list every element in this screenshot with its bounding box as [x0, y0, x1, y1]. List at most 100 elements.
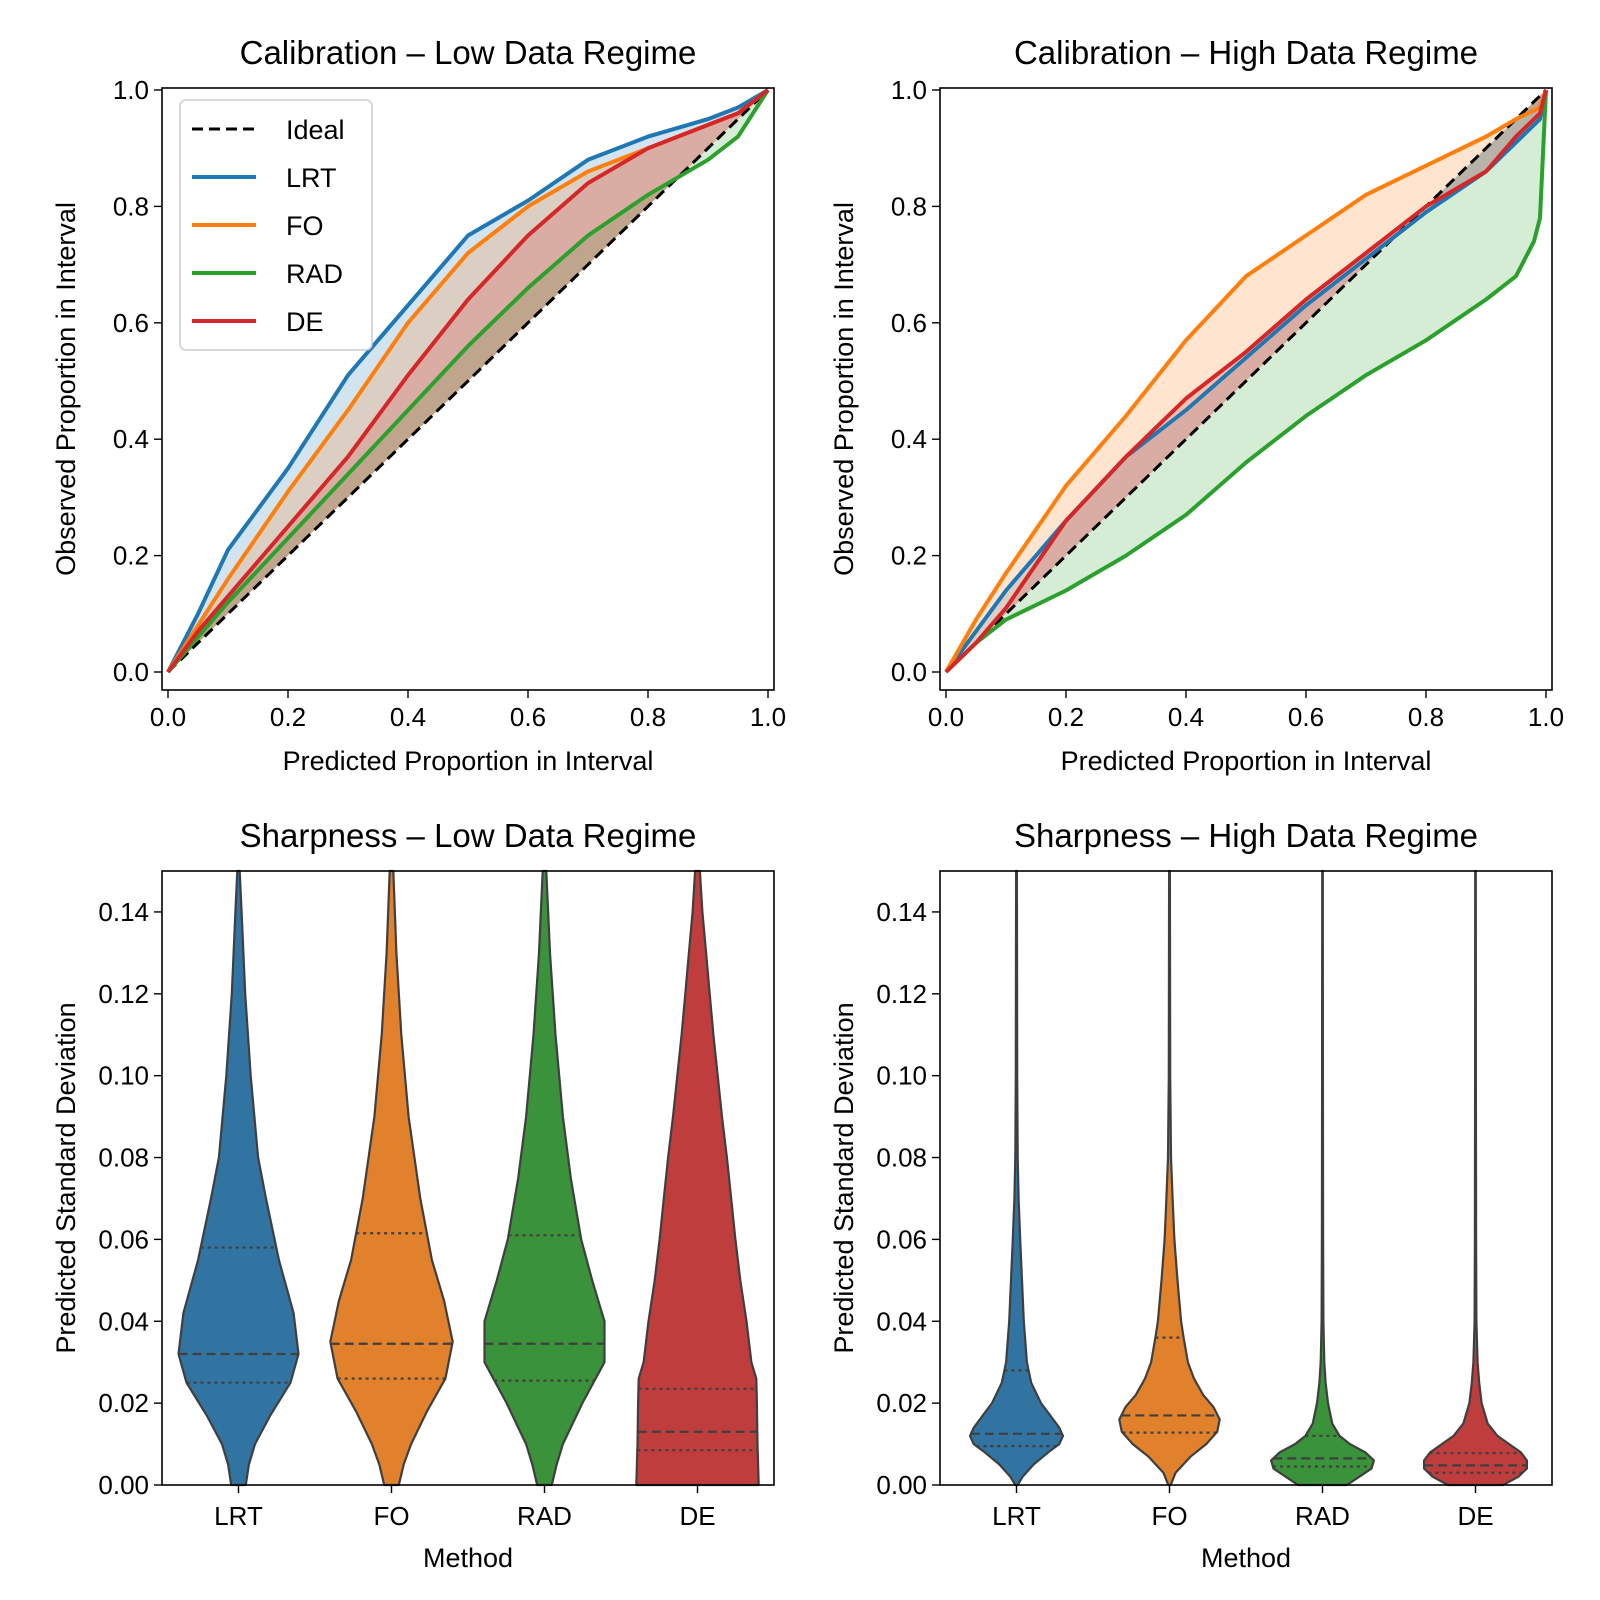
y-tick-label: 0.0	[891, 657, 927, 687]
x-tick-label: 0.8	[1408, 702, 1444, 732]
series-line-de	[944, 89, 1548, 674]
x-tick-label: DE	[679, 1501, 715, 1531]
violin-de	[635, 869, 760, 1487]
y-tick-label: 0.8	[891, 191, 927, 221]
violin-lrt	[968, 869, 1065, 1487]
calibration-panel-1: 0.0 0.2 0.4 0.6 0.8 1.0 0.0 0.2 0.4 0.6 0.8 1.0 Cali…	[829, 34, 1564, 776]
x-tick-label: 1.0	[750, 702, 786, 732]
series-line-rad	[166, 88, 770, 674]
x-axis-label: Predicted Proportion in Interval	[283, 746, 654, 776]
violin-body	[635, 869, 760, 1487]
series-line-lrt	[944, 89, 1548, 674]
legend: Ideal LRT FO RAD DE	[179, 99, 373, 351]
y-tick-label: 0.4	[113, 424, 149, 454]
y-tick-label: 0.10	[98, 1061, 149, 1091]
y-tick-label: 0.06	[98, 1224, 149, 1254]
violin-body	[1270, 869, 1375, 1487]
chart-title: Sharpness – High Data Regime	[1014, 817, 1478, 854]
violin-de	[1423, 869, 1528, 1487]
x-tick-label: LRT	[992, 1501, 1041, 1531]
y-tick-label: 0.14	[98, 897, 149, 927]
legend-label-rad: RAD	[286, 259, 343, 289]
axes-frame	[161, 870, 775, 1486]
violin-fo	[1118, 869, 1221, 1487]
y-tick-label: 0.04	[876, 1306, 927, 1336]
y-tick-label: 0.00	[876, 1470, 927, 1500]
legend-box	[179, 99, 373, 351]
x-tick-label: RAD	[517, 1501, 572, 1531]
y-axis-label: Observed Proportion in Interval	[51, 202, 81, 576]
y-tick-label: 0.06	[876, 1224, 927, 1254]
x-tick-label: FO	[373, 1501, 409, 1531]
x-tick-label: 0.2	[270, 702, 306, 732]
y-tick-label: 1.0	[113, 75, 149, 105]
x-tick-label: RAD	[1295, 1501, 1350, 1531]
violin-body	[1423, 869, 1528, 1487]
y-tick-label: 0.8	[113, 191, 149, 221]
legend-label-fo: FO	[286, 211, 324, 241]
legend-label-de: DE	[286, 307, 324, 337]
y-tick-label: 0.02	[876, 1388, 927, 1418]
ideal-line	[166, 88, 770, 674]
violin-lrt	[177, 869, 300, 1487]
violin-body	[177, 869, 300, 1487]
x-tick-label: 0.8	[630, 702, 666, 732]
chart-title: Calibration – High Data Regime	[1014, 34, 1478, 71]
violin-body	[329, 869, 454, 1487]
sharpness-panel-2: 0.00 0.02 0.04 0.06 0.08 0.10 0.12 0.14 LRT FO RAD…	[51, 817, 775, 1573]
x-tick-label: 1.0	[1528, 702, 1564, 732]
violin-rad	[483, 869, 606, 1487]
y-tick-label: 0.6	[891, 308, 927, 338]
y-axis-label: Predicted Standard Deviation	[51, 1002, 81, 1353]
series-line-rad	[944, 89, 1548, 674]
y-tick-label: 0.0	[113, 657, 149, 687]
x-axis-label: Method	[423, 1543, 513, 1573]
x-tick-label: 0.2	[1048, 702, 1084, 732]
axes-frame	[161, 87, 775, 691]
y-tick-label: 0.14	[876, 897, 927, 927]
x-axis-label: Method	[1201, 1543, 1291, 1573]
ideal-line	[944, 88, 1548, 674]
sharpness-panel-3: 0.00 0.02 0.04 0.06 0.08 0.10 0.12 0.14 LRT FO RAD…	[829, 817, 1553, 1573]
y-tick-label: 0.6	[113, 308, 149, 338]
violin-fo	[329, 869, 454, 1487]
x-tick-label: 0.4	[1168, 702, 1204, 732]
x-tick-label: 0.4	[390, 702, 426, 732]
y-tick-label: 0.10	[876, 1061, 927, 1091]
violin-body	[483, 869, 606, 1487]
y-tick-label: 1.0	[891, 75, 927, 105]
x-tick-label: 0.6	[1288, 702, 1324, 732]
chart-title: Calibration – Low Data Regime	[240, 34, 697, 71]
y-tick-label: 0.12	[98, 979, 149, 1009]
series-line-lrt	[166, 88, 770, 673]
y-axis-label: Predicted Standard Deviation	[829, 1002, 859, 1353]
legend-label-lrt: LRT	[286, 163, 337, 193]
calibration-panel-0: 0.0 0.2 0.4 0.6 0.8 1.0 0.0 0.2 0.4 0.6 0.8 1.0 Cali…	[51, 34, 786, 776]
x-tick-label: FO	[1151, 1501, 1187, 1531]
x-tick-label: 0.0	[928, 702, 964, 732]
y-tick-label: 0.12	[876, 979, 927, 1009]
x-tick-label: 0.6	[510, 702, 546, 732]
series-line-fo	[944, 89, 1548, 673]
y-tick-label: 0.02	[98, 1388, 149, 1418]
series-line-de	[166, 88, 770, 674]
violin-body	[1118, 869, 1221, 1487]
y-axis-label: Observed Proportion in Interval	[829, 202, 859, 576]
y-tick-label: 0.2	[113, 541, 149, 571]
chart-title: Sharpness – Low Data Regime	[240, 817, 697, 854]
y-tick-label: 0.04	[98, 1306, 149, 1336]
legend-label-ideal: Ideal	[286, 115, 345, 145]
violin-rad	[1270, 869, 1375, 1487]
x-tick-label: LRT	[214, 1501, 263, 1531]
violin-body	[968, 869, 1065, 1487]
axes-frame	[939, 870, 1553, 1486]
axes-frame	[939, 87, 1553, 691]
x-axis-label: Predicted Proportion in Interval	[1061, 746, 1432, 776]
y-tick-label: 0.08	[876, 1143, 927, 1173]
y-tick-label: 0.08	[98, 1143, 149, 1173]
y-tick-label: 0.4	[891, 424, 927, 454]
x-tick-label: 0.0	[150, 702, 186, 732]
y-tick-label: 0.00	[98, 1470, 149, 1500]
y-tick-label: 0.2	[891, 541, 927, 571]
